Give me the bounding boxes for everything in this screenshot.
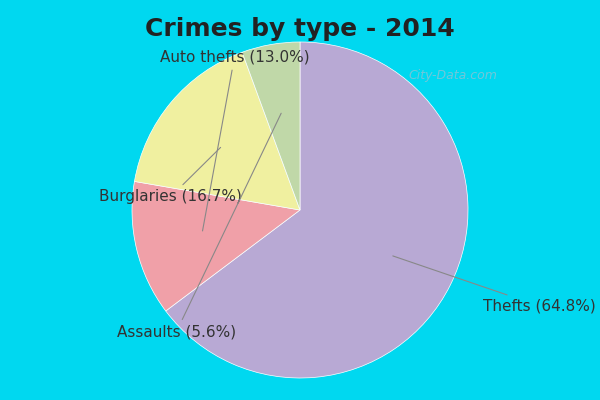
Text: Crimes by type - 2014: Crimes by type - 2014 [145,17,455,41]
Wedge shape [134,52,300,210]
Wedge shape [166,42,468,378]
Wedge shape [242,42,300,210]
Text: Burglaries (16.7%): Burglaries (16.7%) [99,147,242,204]
Text: Assaults (5.6%): Assaults (5.6%) [116,113,281,340]
Text: City-Data.com: City-Data.com [409,69,497,82]
Wedge shape [132,182,300,311]
Text: Auto thefts (13.0%): Auto thefts (13.0%) [160,50,309,231]
Text: Thefts (64.8%): Thefts (64.8%) [393,256,596,314]
